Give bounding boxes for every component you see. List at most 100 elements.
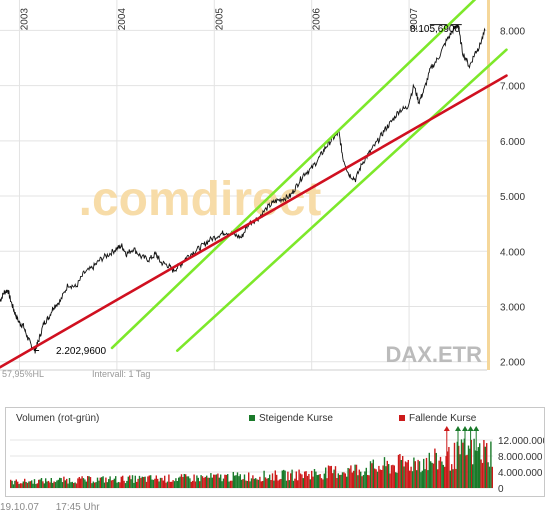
volume-bar <box>379 469 381 488</box>
volume-bar <box>40 478 43 488</box>
volume-bar <box>369 461 372 488</box>
volume-marker-arrow <box>473 426 480 431</box>
volume-bar <box>367 474 369 488</box>
volume-bar <box>231 480 233 488</box>
volume-bar <box>120 476 122 488</box>
volume-bar <box>253 478 255 488</box>
volume-bar <box>334 466 337 488</box>
volume-bar <box>61 482 64 488</box>
volume-bar <box>250 478 253 488</box>
volume-bar <box>252 475 254 488</box>
volume-bar <box>266 478 268 488</box>
volume-bar <box>101 477 103 488</box>
volume-bar <box>12 484 15 488</box>
volume-tick-label: 12.000.000 <box>498 436 544 447</box>
volume-bar <box>124 483 127 488</box>
volume-bar <box>74 482 76 488</box>
volume-bar <box>196 475 198 488</box>
volume-bar <box>243 474 246 488</box>
volume-bar <box>96 477 99 488</box>
volume-bar <box>78 476 80 488</box>
volume-bar <box>420 472 422 488</box>
volume-bar <box>17 481 19 488</box>
volume-bar <box>333 469 335 488</box>
volume-bar <box>24 478 26 488</box>
volume-bar <box>180 474 183 488</box>
volume-bar <box>323 473 325 488</box>
footer-date: 19.10.07 <box>0 502 39 513</box>
volume-bar <box>234 475 236 488</box>
volume-bar <box>269 474 271 488</box>
volume-bar <box>374 468 376 488</box>
volume-bar <box>217 473 219 488</box>
volume-tick-label: 8.000.000 <box>498 452 543 463</box>
volume-bar <box>304 471 306 488</box>
volume-bar <box>392 464 394 488</box>
volume-bar <box>214 474 216 488</box>
volume-bar <box>451 464 453 488</box>
volume-bar <box>242 479 244 488</box>
volume-bar <box>229 480 232 488</box>
volume-bar <box>364 471 366 488</box>
volume-bar <box>32 483 34 488</box>
volume-bar <box>147 476 149 488</box>
volume-bar <box>155 475 157 488</box>
volume-bar <box>14 480 16 488</box>
volume-bar <box>85 481 87 488</box>
volume-bar <box>138 475 141 488</box>
volume-bar <box>399 453 401 488</box>
volume-bar <box>280 478 282 488</box>
volume-bar <box>298 469 300 488</box>
volume-bar <box>194 481 197 488</box>
volume-bar <box>277 480 279 488</box>
volume-bar <box>382 465 384 488</box>
volume-bar <box>112 479 114 488</box>
volume-bar <box>172 480 174 488</box>
volume-bar <box>411 471 414 488</box>
volume-bar <box>315 471 317 488</box>
volume-bar <box>117 481 120 488</box>
volume-bar <box>201 476 204 488</box>
volume-bar <box>47 480 50 488</box>
volume-bar <box>31 480 33 488</box>
volume-bar <box>203 477 205 488</box>
volume-bar <box>452 469 454 488</box>
volume-bar <box>144 476 146 488</box>
volume-bar <box>313 468 316 488</box>
volume-bar <box>208 477 211 488</box>
volume-bar <box>406 462 408 488</box>
volume-bar <box>449 470 451 488</box>
footer-time: 17:45 Uhr <box>55 502 100 513</box>
volume-bar <box>38 479 40 488</box>
volume-bar <box>287 471 289 488</box>
volume-bar <box>320 478 323 488</box>
volume-bar <box>378 465 380 488</box>
volume-bar <box>115 476 117 488</box>
volume-bar <box>123 480 125 488</box>
volume-bar <box>108 479 110 488</box>
volume-bar <box>11 480 13 488</box>
volume-bar <box>488 466 491 488</box>
volume-bar <box>407 459 409 488</box>
volume-bar <box>122 475 124 488</box>
volume-bar <box>127 476 129 488</box>
volume-bar <box>236 472 239 488</box>
volume-bar <box>424 469 426 488</box>
volume-bar <box>327 465 330 488</box>
volume-bar <box>134 475 136 488</box>
volume-tick-label: 4.000.000 <box>498 468 543 479</box>
volume-bar <box>283 469 285 488</box>
volume-bar <box>455 468 457 488</box>
volume-bar <box>483 440 485 488</box>
volume-bar <box>257 479 260 488</box>
volume-bar <box>316 475 318 488</box>
volume-bar <box>400 459 402 488</box>
volume-bar <box>343 472 345 488</box>
volume-bar <box>10 479 12 488</box>
y-tick-labels: 2.000 3.000 4.000 5.000 6.000 7.000 8.000 <box>500 26 525 368</box>
volume-bar <box>385 466 387 488</box>
volume-bar <box>68 478 71 488</box>
volume-bar <box>21 483 23 488</box>
volume-bar <box>60 478 62 488</box>
volume-bar <box>77 478 79 488</box>
